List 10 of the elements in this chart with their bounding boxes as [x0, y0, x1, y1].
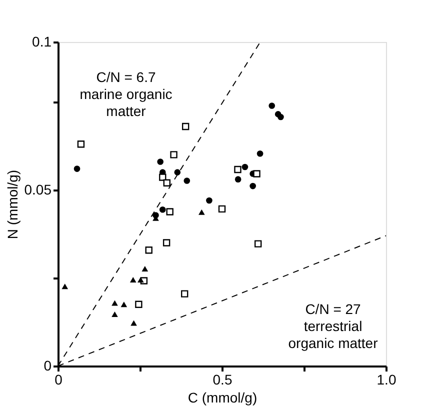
- annotation: C/N = 27 terrestrial organic matter: [288, 301, 378, 351]
- x-axis-title: C (mmol/g): [188, 390, 258, 406]
- annotation: C/N = 6.7 marine organic matter: [80, 69, 172, 119]
- x-tick-label: 0.5: [212, 372, 232, 388]
- x-tick-label: 1.0: [376, 372, 396, 388]
- x-tick-label: 0: [54, 372, 63, 388]
- y-tick-label: 0: [44, 358, 52, 374]
- y-tick-label: 0.1: [32, 34, 52, 50]
- y-tick-label: 0.05: [24, 181, 52, 198]
- y-axis-title: N (mmol/g): [4, 170, 20, 240]
